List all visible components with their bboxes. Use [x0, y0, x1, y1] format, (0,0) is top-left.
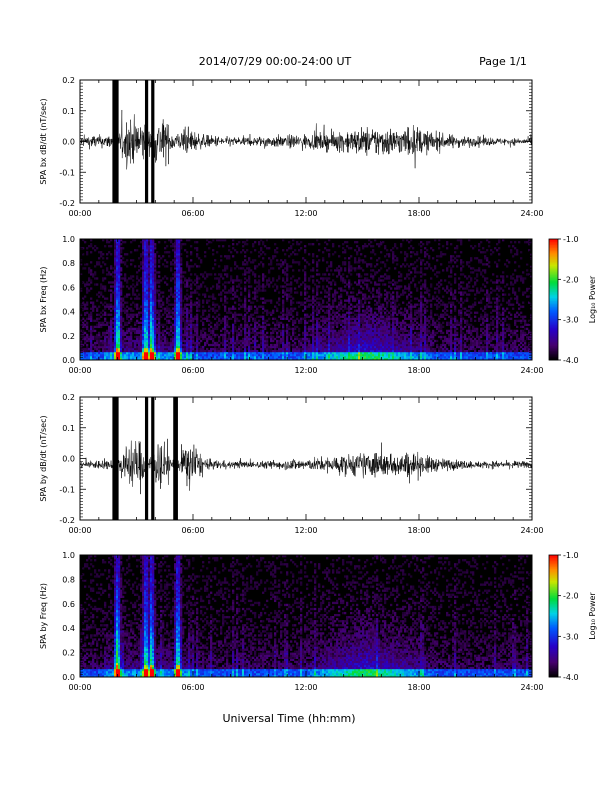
y-tick-label: 0.1 [62, 424, 75, 433]
x-tick-label: 18:00 [407, 526, 430, 535]
page-indicator: Page 1/1 [479, 55, 527, 68]
colorbar-tick-label: -2.0 [563, 592, 579, 601]
colorbar-label: Log₁₀ Power [588, 275, 597, 323]
y-tick-label: 0.8 [62, 259, 75, 268]
x-tick-label: 00:00 [68, 683, 91, 692]
by-dbdt-panel: 0.2 0.1 0.0 -0.1 -0.200:00 06:00 12:00 18:00 24:… [39, 393, 544, 535]
x-tick-label: 12:00 [294, 209, 317, 218]
colorbar-by: -1.0 -2.0 -3.0 -4.0 Log₁₀ Power [549, 551, 597, 682]
x-tick-label: 24:00 [520, 683, 543, 692]
colorbar-tick-label: -3.0 [563, 316, 579, 325]
x-tick-label: 12:00 [294, 683, 317, 692]
figure-title: 2014/07/29 00:00-24:00 UT [199, 55, 352, 68]
colorbar-tick-label: -3.0 [563, 632, 579, 641]
y-axis-label: SPA by dB/dt (nT/sec) [39, 415, 48, 501]
saturated-burst [145, 397, 148, 520]
y-tick-label: -0.2 [59, 516, 75, 525]
by-spectrogram-panel: 1.0 0.8 0.6 0.4 0.2 0.000:00 06:00 12:00 18:00 24… [39, 551, 544, 692]
y-tick-label: 1.0 [62, 235, 75, 244]
colorbar-tick-label: -2.0 [563, 275, 579, 284]
y-tick-label: 0.2 [62, 393, 75, 402]
y-tick-label: 0.8 [62, 575, 75, 584]
x-tick-label: 06:00 [181, 526, 204, 535]
saturated-burst [145, 80, 148, 203]
y-axis-label: SPA by Freq (Hz) [39, 583, 48, 649]
colorbar-tick-label: -4.0 [563, 356, 579, 365]
y-tick-label: 0.2 [62, 649, 75, 658]
y-tick-label: 0.2 [62, 332, 75, 341]
y-tick-label: 1.0 [62, 551, 75, 560]
x-tick-label: 24:00 [520, 366, 543, 375]
y-tick-label: 0.0 [62, 673, 75, 682]
colorbar-tick-label: -4.0 [563, 673, 579, 682]
bx-dbdt-panel: 0.2 0.1 0.0 -0.1 -0.200:00 06:00 12:00 18:00 24:… [39, 76, 544, 218]
x-tick-label: 18:00 [407, 209, 430, 218]
spectrogram-cells [80, 555, 532, 677]
x-axis-label: Universal Time (hh:mm) [223, 712, 356, 725]
x-tick-label: 12:00 [294, 526, 317, 535]
y-tick-label: -0.1 [59, 485, 75, 494]
saturated-burst [112, 80, 118, 203]
y-tick-label: 0.6 [62, 283, 75, 292]
x-tick-label: 18:00 [407, 683, 430, 692]
y-tick-label: -0.2 [59, 199, 75, 208]
y-tick-label: -0.1 [59, 168, 75, 177]
y-axis-label: SPA bx dB/dt (nT/sec) [39, 98, 48, 184]
bx-spectrogram-panel: 1.0 0.8 0.6 0.4 0.2 0.000:00 06:00 12:00 18:00 24… [39, 235, 544, 375]
saturated-burst [112, 397, 118, 520]
x-tick-label: 00:00 [68, 526, 91, 535]
y-axis-label: SPA bx Freq (Hz) [39, 267, 48, 333]
y-tick-label: 0.4 [62, 308, 75, 317]
x-tick-label: 12:00 [294, 366, 317, 375]
x-tick-label: 18:00 [407, 366, 430, 375]
y-tick-label: 0.2 [62, 76, 75, 85]
colorbar-tick-label: -1.0 [563, 235, 579, 244]
y-tick-label: 0.4 [62, 624, 75, 633]
y-tick-label: 0.1 [62, 107, 75, 116]
x-tick-label: 24:00 [520, 209, 543, 218]
colorbar-bx: -1.0 -2.0 -3.0 -4.0 Log₁₀ Power [549, 235, 597, 365]
y-tick-label: 0.0 [62, 356, 75, 365]
colorbar-label: Log₁₀ Power [588, 592, 597, 640]
x-tick-label: 06:00 [181, 209, 204, 218]
x-tick-label: 00:00 [68, 209, 91, 218]
saturated-burst [151, 397, 154, 520]
x-tick-label: 06:00 [181, 683, 204, 692]
x-tick-label: 24:00 [520, 526, 543, 535]
x-tick-label: 00:00 [68, 366, 91, 375]
y-tick-label: 0.0 [62, 455, 75, 464]
saturated-burst [151, 80, 154, 203]
x-tick-label: 06:00 [181, 366, 204, 375]
y-tick-label: 0.6 [62, 600, 75, 609]
saturated-burst [173, 397, 178, 520]
y-tick-label: 0.0 [62, 138, 75, 147]
colorbar-tick-label: -1.0 [563, 551, 579, 560]
